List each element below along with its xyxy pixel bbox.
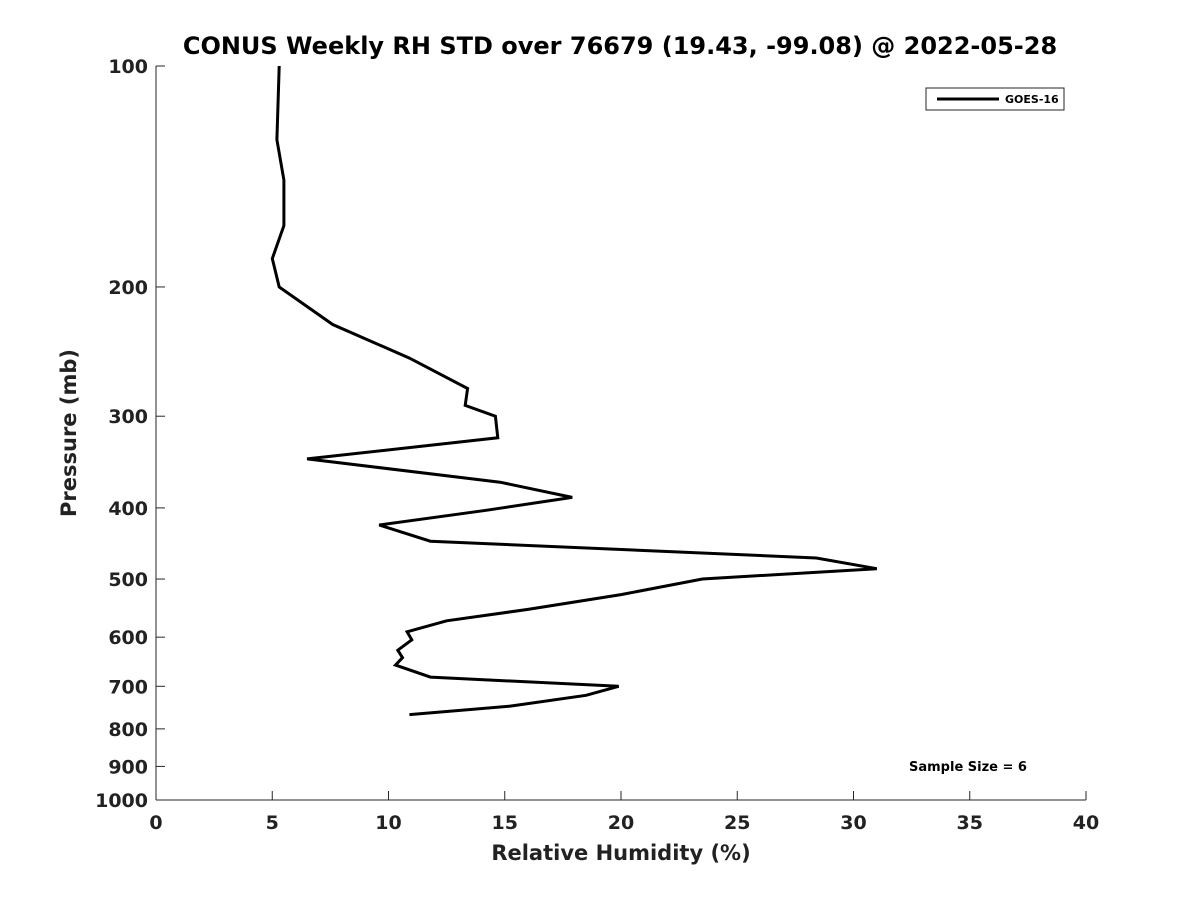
x-ticks: 0 5 10 15 20 25 30 35 40 (149, 791, 1099, 834)
legend-label: GOES-16 (1005, 93, 1059, 106)
series-line-goes-16 (270, 65, 878, 717)
y-tick-label: 100 (108, 56, 148, 78)
x-tick-label: 0 (149, 812, 162, 834)
y-tick-label: 800 (108, 719, 148, 741)
y-axis-label: Pressure (mb) (57, 349, 81, 517)
sample-size-annotation: Sample Size = 6 (909, 760, 1027, 775)
y-tick-label: 500 (108, 569, 148, 591)
plot-area (155, 66, 1086, 801)
y-ticks: 100 200 300 400 500 600 700 800 900 1000 (95, 56, 165, 812)
x-axis-label: Relative Humidity (%) (491, 841, 750, 865)
series-layer (270, 65, 878, 717)
y-tick-label: 900 (108, 756, 148, 778)
x-tick-label: 35 (957, 812, 983, 834)
x-tick-label: 5 (266, 812, 279, 834)
x-tick-label: 15 (492, 812, 518, 834)
x-tick-label: 30 (840, 812, 866, 834)
y-tick-label: 200 (108, 277, 148, 299)
x-tick-label: 20 (608, 812, 634, 834)
x-tick-label: 10 (375, 812, 401, 834)
y-tick-label: 400 (108, 498, 148, 520)
x-tick-label: 25 (724, 812, 750, 834)
legend: GOES-16 (925, 87, 1065, 111)
y-tick-label: 1000 (95, 790, 148, 812)
x-tick-label: 40 (1073, 812, 1099, 834)
y-tick-label: 600 (108, 627, 148, 649)
y-tick-label: 300 (108, 406, 148, 428)
chart-title: CONUS Weekly RH STD over 76679 (19.43, -… (183, 32, 1057, 60)
y-tick-label: 700 (108, 676, 148, 698)
